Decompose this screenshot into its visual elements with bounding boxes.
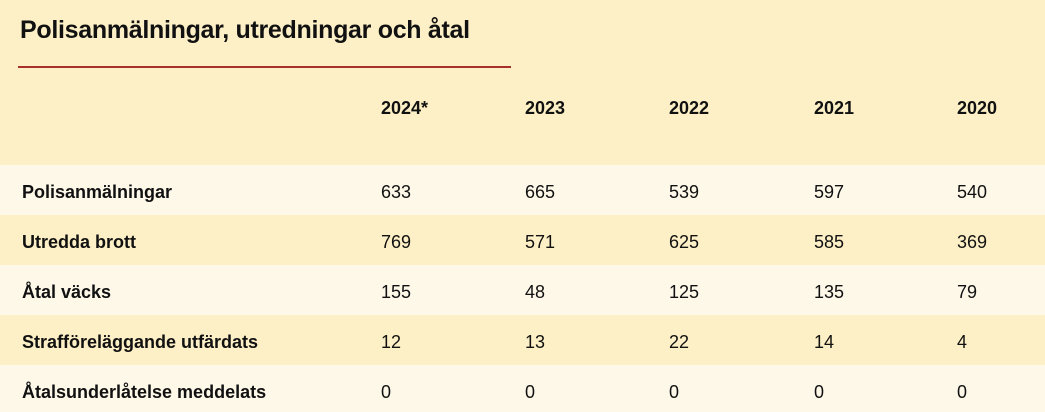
row-label: Åtalsunderlåtelse meddelats (22, 382, 267, 402)
row-label: Åtal väcks (22, 282, 112, 302)
cell-value: 625 (669, 232, 700, 252)
cell-value: 135 (814, 282, 845, 302)
cell-value: 539 (669, 182, 700, 202)
cell-value: 633 (381, 182, 412, 202)
cell-value: 0 (957, 382, 968, 402)
title: Polisanmälningar, utredningar och åtal (20, 16, 470, 44)
column-header: 2023 (525, 98, 566, 118)
cell-value: 14 (814, 332, 835, 352)
cell-value: 540 (957, 182, 988, 202)
cell-value: 12 (381, 332, 402, 352)
cell-value: 369 (957, 232, 988, 252)
row-label: Utredda brott (22, 232, 136, 252)
column-header: 2022 (669, 98, 710, 118)
cell-value: 155 (381, 282, 412, 302)
cell-value: 0 (381, 382, 392, 402)
cell-value: 585 (814, 232, 845, 252)
cell-value: 13 (525, 332, 546, 352)
cell-value: 22 (669, 332, 690, 352)
row-label: Polisanmälningar (22, 182, 173, 202)
cell-value: 597 (814, 182, 845, 202)
cell-value: 48 (525, 282, 546, 302)
table-row: Strafföreläggande utfärdats 12 13 22 14 4 (0, 315, 1045, 365)
cell-value: 0 (525, 382, 536, 402)
cell-value: 125 (669, 282, 700, 302)
title-underline (18, 66, 511, 68)
table-row: Polisanmälningar 633 665 539 597 540 (0, 165, 1045, 215)
cell-value: 571 (525, 232, 556, 252)
cell-value: 665 (525, 182, 556, 202)
cell-value: 0 (814, 382, 825, 402)
table-row: Utredda brott 769 571 625 585 369 (0, 215, 1045, 265)
cell-value: 4 (957, 332, 968, 352)
cell-value: 769 (381, 232, 412, 252)
cell-value: 79 (957, 282, 978, 302)
table-row: Åtalsunderlåtelse meddelats 0 0 0 0 0 (0, 365, 1045, 412)
column-header: 2024* (381, 98, 429, 118)
column-header: 2021 (814, 98, 855, 118)
cell-value: 0 (669, 382, 680, 402)
table-row: Åtal väcks 155 48 125 135 79 (0, 265, 1045, 315)
column-header: 2020 (957, 98, 998, 118)
row-label: Strafföreläggande utfärdats (22, 332, 259, 352)
